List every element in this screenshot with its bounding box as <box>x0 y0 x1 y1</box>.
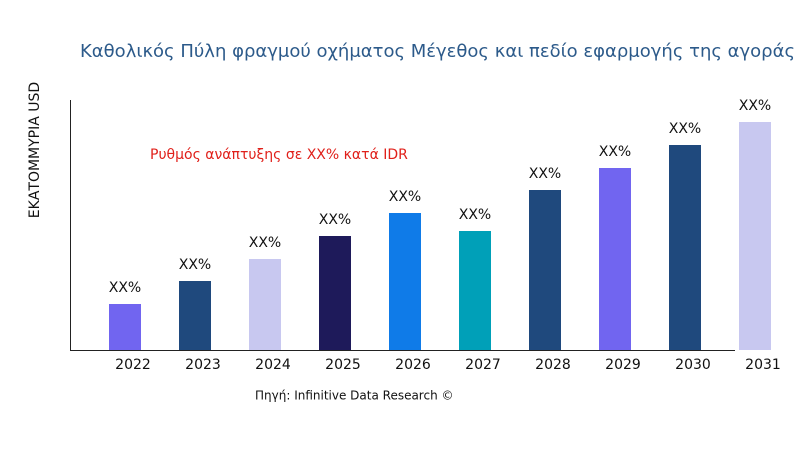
bar <box>459 231 491 350</box>
y-axis-label: ΕΚΑΤΟΜΜΥΡΙΑ USD <box>27 82 43 218</box>
value-label: XX% <box>669 121 701 137</box>
x-tick-label: 2029 <box>605 357 641 373</box>
value-label: XX% <box>599 144 631 160</box>
chart-title: Καθολικός Πύλη φραγμού οχήματος Μέγεθος … <box>80 41 795 62</box>
value-label: XX% <box>529 166 561 182</box>
bar <box>179 281 211 350</box>
x-tick-label: 2022 <box>115 357 151 373</box>
x-tick-label: 2023 <box>185 357 221 373</box>
source: Πηγή: Infinitive Data Research © <box>255 389 454 403</box>
x-tick-label: 2024 <box>255 357 291 373</box>
value-label: XX% <box>179 257 211 273</box>
x-tick-label: 2031 <box>745 357 781 373</box>
x-tick-label: 2028 <box>535 357 571 373</box>
x-tick-label: 2030 <box>675 357 711 373</box>
bar <box>599 168 631 350</box>
bar <box>669 145 701 350</box>
value-label: XX% <box>459 207 491 223</box>
bar <box>529 190 561 350</box>
x-tick-label: 2026 <box>395 357 431 373</box>
bar <box>739 122 771 350</box>
value-label: XX% <box>739 98 771 114</box>
annotation: Ρυθμός ανάπτυξης σε XX% κατά IDR <box>150 147 408 163</box>
bar <box>249 259 281 350</box>
value-label: XX% <box>389 189 421 205</box>
value-label: XX% <box>109 280 141 296</box>
bar <box>389 213 421 350</box>
x-tick-label: 2027 <box>465 357 501 373</box>
value-label: XX% <box>319 212 351 228</box>
value-label: XX% <box>249 235 281 251</box>
bar <box>319 236 351 350</box>
x-tick-label: 2025 <box>325 357 361 373</box>
bar <box>109 304 141 350</box>
